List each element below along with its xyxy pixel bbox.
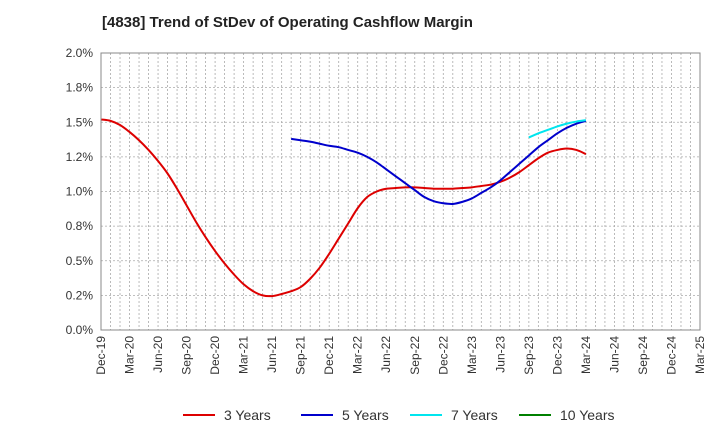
y-tick-label: 2.0% — [66, 46, 94, 60]
plot-frame — [100, 52, 701, 331]
legend-item-5-years: 5 Years — [301, 407, 389, 423]
x-tick-label: Sep-24 — [636, 336, 650, 375]
legend-item-7-years: 7 Years — [410, 407, 498, 423]
chart-title: [4838] Trend of StDev of Operating Cashf… — [102, 14, 473, 31]
x-axis-ticks: Dec-19 Mar-20 Jun-20 Sep-20 Dec-20 Mar-21 Jun-… — [94, 336, 707, 375]
grid — [101, 53, 700, 330]
series-line-3-years — [100, 118, 587, 298]
legend-label: 5 Years — [342, 407, 389, 423]
legend-item-3-years: 3 Years — [183, 407, 271, 423]
x-tick-label: Sep-20 — [180, 336, 194, 375]
x-tick-label: Dec-20 — [208, 336, 222, 375]
x-tick-label: Jun-21 — [265, 336, 279, 373]
x-tick-label: Dec-22 — [436, 336, 450, 375]
y-tick-label: 0.2% — [66, 288, 94, 302]
x-tick-label: Jun-22 — [379, 336, 393, 373]
y-tick-label: 1.8% — [66, 81, 94, 95]
x-tick-label: Dec-21 — [322, 336, 336, 375]
x-tick-label: Sep-22 — [408, 336, 422, 375]
x-tick-label: Mar-21 — [237, 336, 251, 374]
x-tick-label: Mar-22 — [351, 336, 365, 374]
x-tick-label: Mar-23 — [465, 336, 479, 374]
series-line-5-years — [291, 119, 587, 206]
series-lines — [100, 118, 587, 298]
x-tick-label: Dec-19 — [94, 336, 108, 375]
legend-item-10-years: 10 Years — [519, 407, 615, 423]
x-tick-label: Jun-20 — [151, 336, 165, 373]
x-tick-label: Sep-23 — [522, 336, 536, 375]
x-tick-label: Jun-23 — [493, 336, 507, 373]
y-tick-label: 0.0% — [66, 323, 94, 337]
y-tick-label: 1.0% — [66, 185, 94, 199]
legend-label: 3 Years — [224, 407, 271, 423]
x-tick-label: Mar-24 — [579, 336, 593, 374]
legend: 3 Years 5 Years 7 Years 10 Years — [183, 407, 615, 423]
x-tick-label: Mar-20 — [123, 336, 137, 374]
x-tick-label: Sep-21 — [294, 336, 308, 375]
y-tick-label: 0.8% — [66, 219, 94, 233]
legend-label: 10 Years — [560, 407, 615, 423]
y-axis-ticks: 0.0% 0.2% 0.5% 0.8% 1.0% 1.2% 1.5% 1.8% 2.0% — [66, 46, 94, 337]
x-tick-label: Mar-25 — [693, 336, 707, 374]
x-tick-label: Jun-24 — [607, 336, 621, 373]
y-tick-label: 0.5% — [66, 254, 94, 268]
x-tick-label: Dec-24 — [664, 336, 678, 375]
series-line-7-years — [528, 119, 587, 139]
x-tick-label: Dec-23 — [550, 336, 564, 375]
y-tick-label: 1.2% — [66, 150, 94, 164]
y-tick-label: 1.5% — [66, 115, 94, 129]
legend-label: 7 Years — [451, 407, 498, 423]
